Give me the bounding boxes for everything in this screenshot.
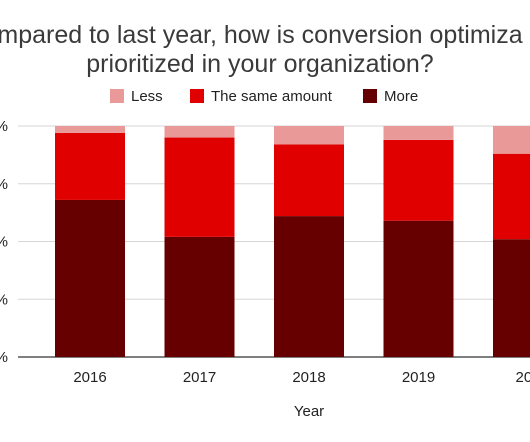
y-tick-label: % bbox=[0, 118, 8, 135]
x-tick-label: 2018 bbox=[292, 369, 325, 386]
bar-segment-less bbox=[383, 126, 454, 140]
chart-title: mpared to last year, how is conversion o… bbox=[0, 21, 523, 78]
legend: Less The same amount More bbox=[110, 88, 418, 105]
legend-swatch bbox=[110, 89, 124, 103]
bars bbox=[55, 126, 530, 357]
legend-label: The same amount bbox=[211, 88, 333, 105]
x-tick-label: 2016 bbox=[73, 369, 106, 386]
x-axis-title: Year bbox=[294, 403, 324, 420]
legend-label: More bbox=[384, 88, 418, 105]
legend-swatch bbox=[190, 89, 204, 103]
y-tick-label: % bbox=[0, 234, 8, 251]
y-tick-label: % bbox=[0, 349, 8, 366]
x-tick-label: 2017 bbox=[183, 369, 216, 386]
y-tick-label: % bbox=[0, 176, 8, 193]
bar-segment-less bbox=[274, 126, 344, 145]
bar-segment-the-same-amount bbox=[55, 132, 125, 200]
legend-swatch bbox=[363, 89, 377, 103]
bar-segment-more bbox=[383, 220, 454, 357]
bar-segment-more bbox=[164, 236, 235, 357]
bar-segment-less bbox=[55, 126, 125, 133]
bar-segment-the-same-amount bbox=[164, 137, 235, 237]
x-axis-ticks: 2016 2017 2018 2019 202 bbox=[73, 369, 530, 386]
bar-segment-more bbox=[493, 239, 530, 357]
bar-segment-more bbox=[274, 216, 344, 357]
bar-segment-more bbox=[55, 199, 125, 357]
chart-title-line-2: prioritized in your organization? bbox=[86, 50, 433, 78]
legend-label: Less bbox=[131, 88, 163, 105]
bar-segment-the-same-amount bbox=[383, 139, 454, 221]
y-axis-ticks: %%%%% bbox=[0, 118, 8, 366]
y-tick-label: % bbox=[0, 291, 8, 308]
chart-title-line-1: mpared to last year, how is conversion o… bbox=[0, 21, 523, 49]
bar-segment-less bbox=[493, 126, 530, 154]
x-tick-label: 2019 bbox=[402, 369, 435, 386]
bar-segment-the-same-amount bbox=[493, 153, 530, 240]
bar-segment-less bbox=[164, 126, 235, 138]
x-tick-label: 202 bbox=[515, 369, 530, 386]
bar-segment-the-same-amount bbox=[274, 144, 344, 217]
